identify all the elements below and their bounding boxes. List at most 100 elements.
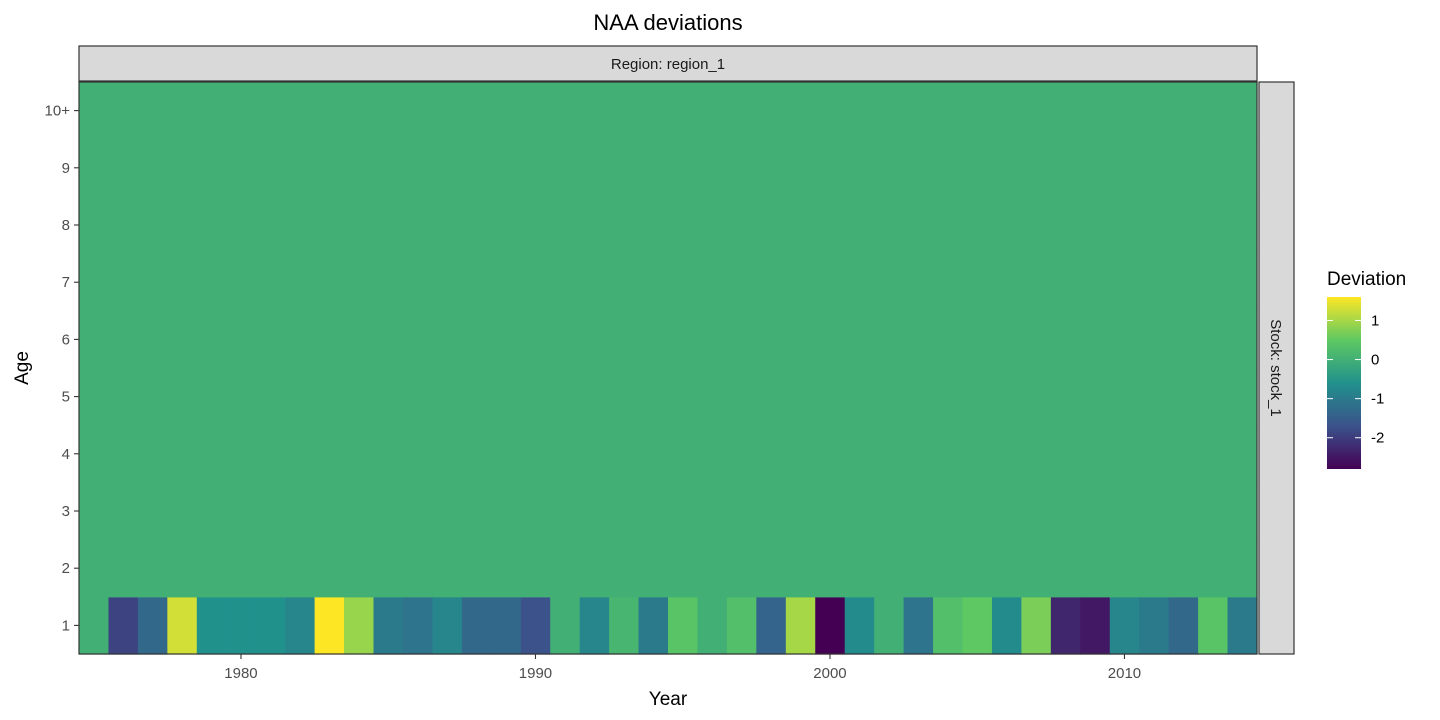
heatmap-cell [785, 196, 816, 255]
heatmap-cell [1168, 482, 1199, 541]
x-tick-label: 1990 [519, 665, 552, 682]
heatmap-cell [991, 310, 1022, 369]
heatmap-cell [285, 253, 316, 312]
heatmap-cell [550, 139, 581, 197]
heatmap-cell [373, 596, 404, 655]
heatmap-cell [402, 196, 433, 255]
heatmap-cell [874, 196, 905, 255]
heatmap-cell [844, 82, 875, 140]
heatmap-cell [785, 482, 816, 541]
heatmap-cell [874, 139, 905, 197]
heatmap-cell [668, 539, 699, 598]
heatmap-cell [402, 310, 433, 369]
heatmap-cell [196, 196, 227, 255]
heatmap-cell [432, 596, 463, 655]
heatmap-cell [1139, 310, 1170, 369]
heatmap-cell [108, 139, 139, 197]
heatmap-cell [609, 539, 640, 598]
heatmap-cell [726, 539, 757, 598]
heatmap-cell [432, 310, 463, 369]
heatmap-cell [1198, 539, 1229, 598]
heatmap-cell [520, 368, 551, 426]
heatmap-cell [1168, 425, 1199, 483]
heatmap-cell [314, 196, 345, 255]
heatmap-cell [668, 82, 699, 140]
heatmap-cell [1050, 368, 1081, 426]
heatmap-cell [167, 368, 198, 426]
heatmap-cell [226, 482, 257, 541]
heatmap-cell [903, 425, 934, 483]
heatmap-cell [1227, 253, 1258, 312]
heatmap-cell [491, 425, 522, 483]
facet-strip-right [1258, 81, 1295, 655]
heatmap-cell [402, 596, 433, 655]
heatmap-cell [991, 139, 1022, 197]
heatmap-cell [520, 310, 551, 369]
heatmap-cell [79, 196, 110, 255]
heatmap-cell [579, 596, 610, 655]
heatmap-cell [1109, 253, 1140, 312]
heatmap-cell [461, 425, 492, 483]
heatmap-cell [697, 368, 728, 426]
heatmap-cell [491, 253, 522, 312]
y-tick-label: 1 [62, 617, 70, 634]
heatmap-cell [1109, 139, 1140, 197]
heatmap-cell [785, 253, 816, 312]
heatmap-cell [402, 253, 433, 312]
facet-strip-top [78, 45, 1258, 82]
heatmap-cell [962, 139, 993, 197]
heatmap-cells [79, 82, 1258, 655]
heatmap-cell [255, 196, 286, 255]
y-tick-label: 5 [62, 389, 70, 406]
heatmap-cell [79, 139, 110, 197]
y-tick-label: 3 [62, 503, 70, 520]
legend-tick-label: -1 [1371, 391, 1384, 408]
heatmap-cell [962, 196, 993, 255]
heatmap-cell [1080, 368, 1111, 426]
heatmap-cell [1227, 368, 1258, 426]
heatmap-cell [609, 253, 640, 312]
heatmap-cell [962, 482, 993, 541]
heatmap-cell [255, 139, 286, 197]
heatmap-cell [1168, 596, 1199, 655]
heatmap-cell [874, 310, 905, 369]
heatmap-cell [344, 139, 375, 197]
heatmap-cell [402, 139, 433, 197]
legend-title: Deviation [1327, 269, 1406, 290]
heatmap-cell [785, 539, 816, 598]
heatmap-cell [520, 596, 551, 655]
heatmap-cell [167, 139, 198, 197]
heatmap-cell [344, 482, 375, 541]
heatmap-cell [638, 482, 669, 541]
heatmap-cell [285, 139, 316, 197]
heatmap-cell [1109, 596, 1140, 655]
heatmap-cell [579, 310, 610, 369]
heatmap-cell [756, 253, 787, 312]
heatmap-cell [638, 425, 669, 483]
heatmap-cell [226, 368, 257, 426]
heatmap-cell [1168, 310, 1199, 369]
heatmap-cell [1109, 368, 1140, 426]
heatmap-cell [1021, 253, 1052, 312]
facet-strip-top-label: Region: region_1 [611, 56, 725, 73]
heatmap-cell [697, 253, 728, 312]
heatmap-cell [933, 196, 964, 255]
heatmap-cell [1139, 196, 1170, 255]
heatmap-cell [255, 482, 286, 541]
heatmap-cell [226, 253, 257, 312]
heatmap-cell [991, 253, 1022, 312]
y-axis: 1 2 3 4 5 6 7 8 9 10+ [45, 103, 79, 634]
heatmap-cell [1139, 482, 1170, 541]
heatmap-cell [1168, 539, 1199, 598]
heatmap-cell [520, 539, 551, 598]
heatmap-cell [668, 253, 699, 312]
heatmap-cell [1050, 82, 1081, 140]
y-tick-label: 8 [62, 217, 70, 234]
heatmap-cell [1168, 139, 1199, 197]
legend: Deviation 1 0 -1 -2 [1327, 269, 1406, 469]
heatmap-cell [226, 596, 257, 655]
heatmap-cell [491, 82, 522, 140]
heatmap-cell [1021, 139, 1052, 197]
y-tick-label: 6 [62, 331, 70, 348]
heatmap-cell [226, 82, 257, 140]
